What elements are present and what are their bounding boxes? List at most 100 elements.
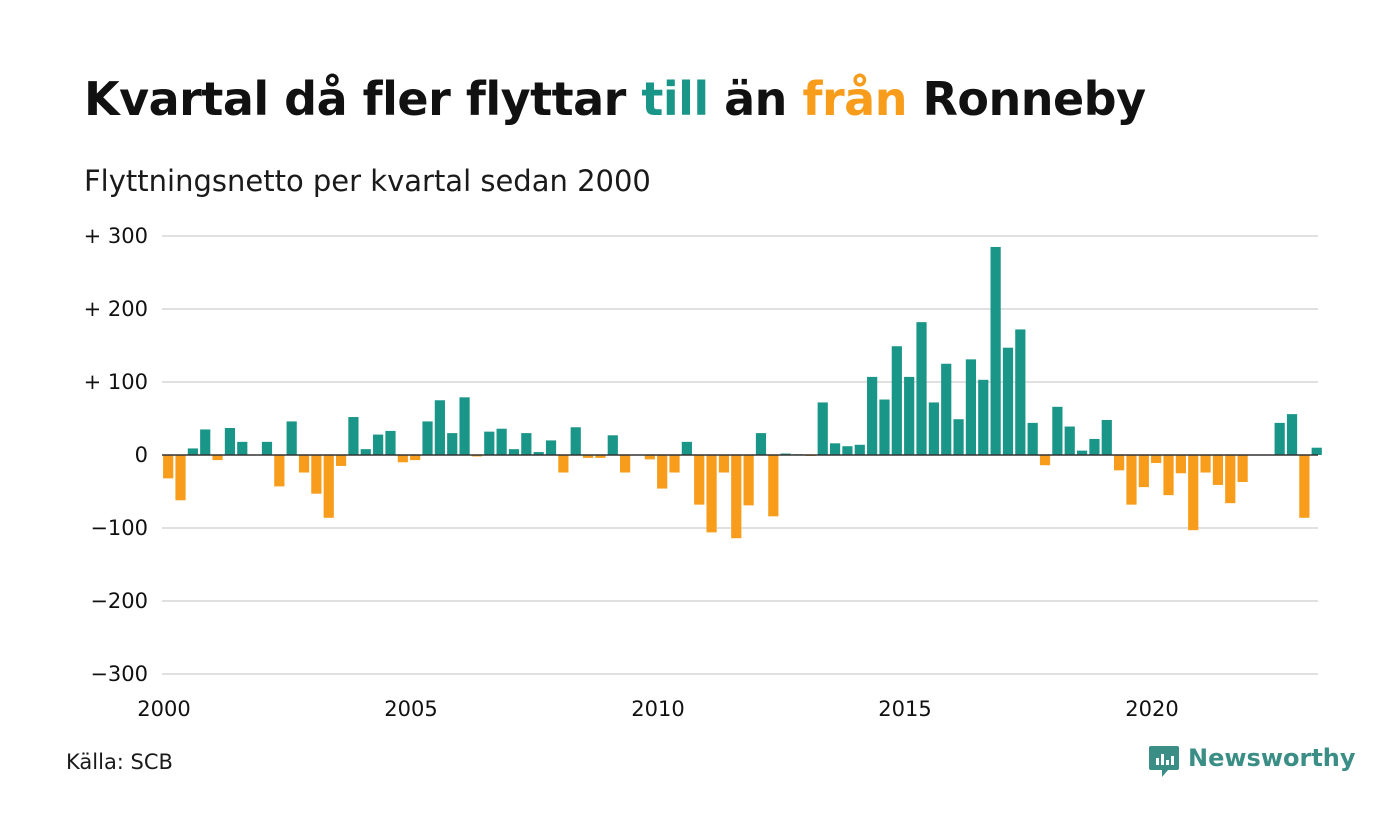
brand-name: Newsworthy: [1188, 744, 1356, 772]
bar: [1212, 455, 1224, 485]
bar: [1064, 426, 1075, 455]
bar: [644, 455, 655, 460]
title-part-5: Ronneby: [922, 72, 1146, 126]
bar: [867, 376, 878, 455]
x-tick-label: 2015: [878, 697, 931, 721]
bar: [1015, 329, 1026, 455]
bar: [768, 455, 779, 517]
bar: [434, 400, 445, 455]
bar: [1311, 447, 1322, 455]
bar: [545, 440, 557, 455]
bar: [743, 455, 754, 506]
bar: [385, 430, 396, 455]
bar: [261, 441, 273, 455]
bar: [928, 402, 939, 455]
bar: [508, 449, 520, 455]
bar: [990, 246, 1001, 455]
bars: [163, 246, 1322, 539]
y-tick-label: + 100: [84, 370, 148, 394]
bar: [496, 428, 507, 455]
bar: [595, 455, 606, 458]
bar: [224, 427, 236, 455]
bar: [657, 455, 668, 489]
bar: [1225, 455, 1236, 504]
bar: [706, 455, 717, 533]
bar: [1089, 438, 1100, 455]
bar: [311, 455, 322, 494]
bar: [965, 359, 977, 455]
bar: [200, 429, 211, 455]
bar: [1188, 455, 1199, 531]
bar: [1200, 455, 1211, 473]
bar: [978, 379, 989, 455]
bar: [175, 455, 186, 501]
bar: [620, 455, 631, 473]
x-tick-label: 2010: [631, 697, 684, 721]
bar: [163, 455, 174, 479]
bar: [212, 455, 223, 461]
title-word-fran: från: [802, 72, 907, 126]
bar: [681, 441, 692, 455]
bar: [1237, 455, 1248, 483]
title-part-3: än: [724, 72, 787, 126]
bar: [237, 441, 248, 455]
title-word-till: till: [641, 72, 709, 126]
bar: [817, 402, 828, 455]
bar: [1114, 455, 1125, 471]
bar: [484, 431, 495, 455]
bar: [373, 434, 384, 455]
y-tick-label: + 300: [84, 224, 148, 248]
bar: [718, 455, 730, 473]
chart-subtitle: Flyttningsnetto per kvartal sedan 2000: [84, 164, 651, 198]
y-tick-label: −200: [90, 589, 148, 613]
bar: [1163, 455, 1174, 496]
y-tick-label: + 200: [84, 297, 148, 321]
bar: [755, 433, 767, 455]
bar: [1002, 347, 1014, 455]
bar: [422, 421, 433, 455]
bar: [286, 421, 297, 455]
bar: [1151, 455, 1162, 464]
bar: [953, 419, 964, 455]
bar: [521, 433, 532, 455]
bar: [879, 399, 890, 455]
bar: [842, 446, 853, 455]
x-tick-label: 2005: [384, 697, 437, 721]
x-tick-label: 2000: [137, 697, 190, 721]
bar: [1286, 414, 1298, 455]
bar: [1027, 422, 1038, 455]
bar: [1076, 450, 1088, 455]
bar: [1052, 406, 1063, 455]
bar: [904, 376, 915, 455]
bar: [694, 455, 705, 505]
y-tick-label: −300: [90, 662, 148, 686]
bar: [1175, 455, 1186, 474]
bar: [447, 433, 458, 455]
chart-title: Kvartal då fler flyttar till än från Ron…: [84, 72, 1146, 126]
bar: [1039, 455, 1051, 466]
bar: [558, 455, 569, 473]
bar: [582, 455, 594, 458]
bar: [1138, 455, 1149, 488]
bar: [854, 444, 865, 455]
bar: [397, 455, 408, 463]
bar: [335, 455, 347, 466]
bar: [829, 443, 841, 455]
bar: [298, 455, 310, 473]
bar: [891, 346, 902, 455]
y-tick-label: −100: [90, 516, 148, 540]
bar: [916, 322, 927, 455]
title-part-1: Kvartal då fler flyttar: [84, 72, 626, 126]
bar: [410, 455, 421, 461]
bar: [607, 435, 618, 455]
bar: [323, 455, 334, 518]
bar: [274, 455, 285, 487]
axes: + 300 + 200 + 100 0 −100 −200 −300 2000 2005 2010…: [84, 224, 1318, 721]
bar: [1274, 422, 1285, 455]
bar: [533, 452, 544, 455]
newsworthy-logo-icon: [1149, 746, 1179, 777]
bar: [1101, 419, 1112, 455]
bar: [1126, 455, 1137, 505]
bar: [731, 455, 742, 539]
